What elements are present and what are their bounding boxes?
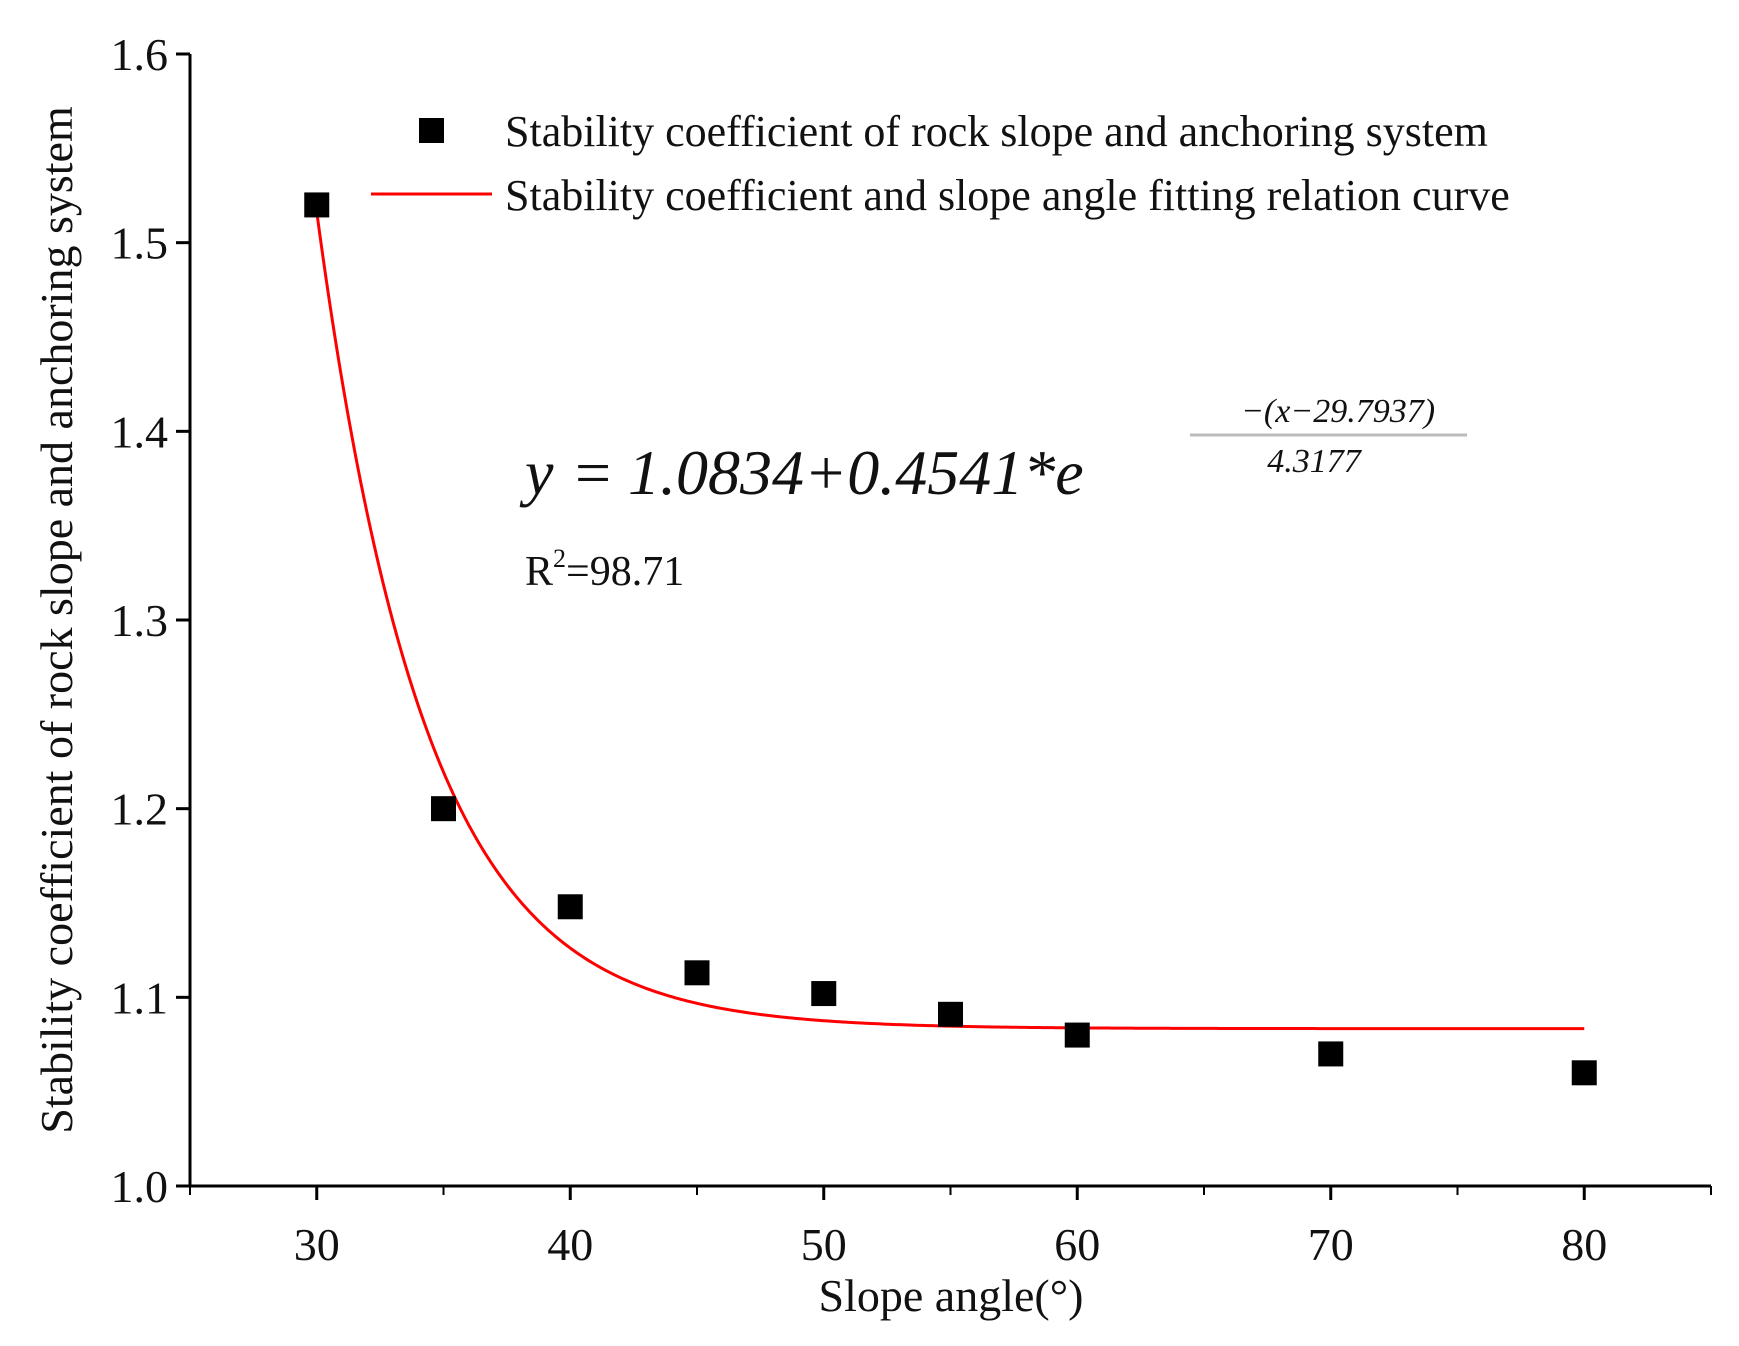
- x-axis-title: Slope angle(°): [819, 1270, 1084, 1321]
- data-point: [557, 894, 583, 920]
- equation-lhs: y: [519, 437, 554, 508]
- y-ticks: 1.0 1.1 1.2 1.3 1.4 1.5 1.6: [111, 29, 190, 1212]
- y-tick-label: 1.1: [111, 972, 169, 1023]
- y-tick-label: 1.0: [111, 1161, 169, 1212]
- data-point: [1064, 1022, 1090, 1048]
- y-tick-label: 1.2: [111, 784, 169, 835]
- fit-equation: y = 1.0834+0.4541*e −(x−29.7937) 4.3177 …: [519, 393, 1467, 595]
- y-tick-label: 1.3: [111, 595, 169, 646]
- x-tick-label: 30: [294, 1219, 340, 1270]
- equation-exponent-numerator: −(x−29.7937): [1241, 393, 1435, 430]
- x-tick-label: 70: [1308, 1219, 1354, 1270]
- scatter-points: [304, 192, 1597, 1086]
- y-tick-label: 1.6: [111, 29, 169, 80]
- data-point: [431, 796, 456, 822]
- x-tick-label: 80: [1561, 1219, 1607, 1270]
- x-tick-label: 50: [801, 1219, 847, 1270]
- r-squared: R2=98.71: [525, 544, 684, 595]
- y-tick-label: 1.5: [111, 218, 169, 269]
- data-point: [684, 960, 710, 986]
- r-squared-label: R: [525, 549, 553, 595]
- y-tick-label: 1.4: [111, 406, 169, 457]
- data-point: [938, 1001, 963, 1027]
- legend: Stability coefficient of rock slope and …: [371, 107, 1510, 220]
- y-axis-title: Stability coefficient of rock slope and …: [31, 106, 82, 1134]
- r-squared-value: =98.71: [566, 549, 684, 595]
- data-point: [811, 981, 837, 1007]
- equation-equals: =: [575, 437, 611, 508]
- fit-curve-line: [315, 211, 1585, 1031]
- data-point: [304, 192, 330, 218]
- legend-square-marker: [419, 118, 444, 143]
- data-point: [1571, 1060, 1597, 1086]
- equation-exponent-denominator: 4.3177: [1267, 443, 1363, 480]
- legend-label-points: Stability coefficient of rock slope and …: [505, 107, 1488, 156]
- x-tick-label: 40: [547, 1219, 593, 1270]
- x-ticks: 30 40 50 60 70 80: [189, 1186, 1712, 1270]
- equation-rhs: 1.0834+0.4541*e: [628, 437, 1084, 508]
- r-squared-superscript: 2: [553, 544, 566, 573]
- x-tick-label: 60: [1054, 1219, 1100, 1270]
- legend-label-curve: Stability coefficient and slope angle fi…: [505, 171, 1510, 220]
- data-point: [1318, 1041, 1344, 1067]
